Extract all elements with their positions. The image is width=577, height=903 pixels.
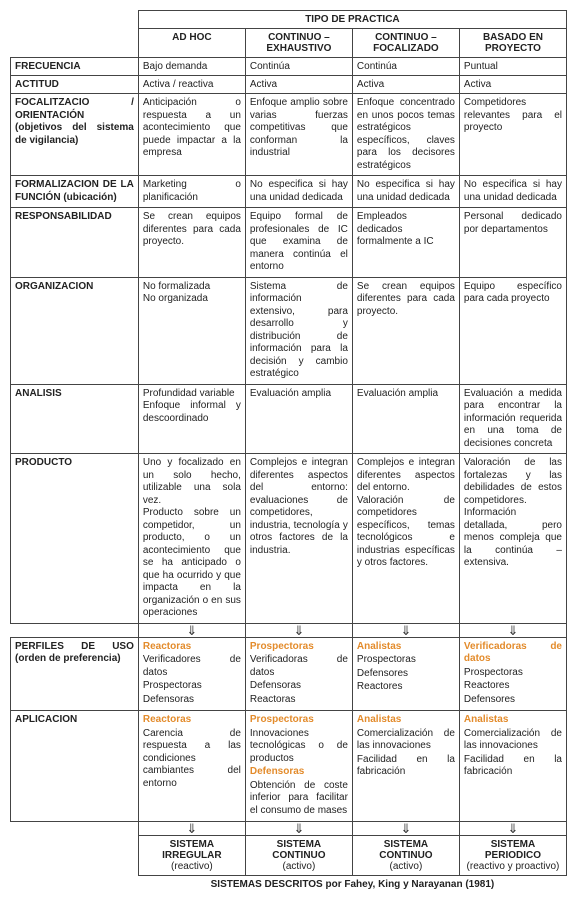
cell: No especifica si hay una unidad dedicada bbox=[459, 176, 566, 208]
col-proyecto: BASADO EN PROYECTO bbox=[459, 29, 566, 58]
cell: Se crean equipos diferentes para cada pr… bbox=[138, 208, 245, 278]
row-producto-label: PRODUCTO bbox=[11, 454, 139, 624]
row-perfiles-label: PERFILES DE USO (orden de preferencia) bbox=[11, 637, 139, 711]
row-aplicacion-label: APLICACION bbox=[11, 711, 139, 822]
cell: Enfoque concentrado en unos pocos temas … bbox=[352, 94, 459, 176]
cell: Profundidad variableEnfoque informal y d… bbox=[138, 384, 245, 454]
cell: Evaluación amplia bbox=[245, 384, 352, 454]
arrow-icon: ⇓ bbox=[245, 623, 352, 637]
cell: AnalistasComercialización de las innovac… bbox=[352, 711, 459, 822]
col-exhaustivo: CONTINUO – EXHAUSTIVO bbox=[245, 29, 352, 58]
cell: ProspectorasInnovaciones tecnológicas o … bbox=[245, 711, 352, 822]
row-formalizacion-label: FORMALIZACION DE LA FUNCIÓN (ubicación) bbox=[11, 176, 139, 208]
footer-caption: SISTEMAS DESCRITOS por Fahey, King y Nar… bbox=[138, 876, 566, 894]
row-frecuencia-label: FRECUENCIA bbox=[11, 58, 139, 76]
cell: ProspectorasVerificadoras de datosDefens… bbox=[245, 637, 352, 711]
cell: Puntual bbox=[459, 58, 566, 76]
cell: Evaluación amplia bbox=[352, 384, 459, 454]
col-focalizado: CONTINUO – FOCALIZADO bbox=[352, 29, 459, 58]
cell: Anticipación o respuesta a un acontecimi… bbox=[138, 94, 245, 176]
cell: No especifica si hay una unidad dedicada bbox=[352, 176, 459, 208]
cell: Complejos e integran diferentes aspectos… bbox=[245, 454, 352, 624]
cell: Empleados dedicados formalmente a IC bbox=[352, 208, 459, 278]
cell: Competidores relevantes para el proyecto bbox=[459, 94, 566, 176]
col-adhoc: AD HOC bbox=[138, 29, 245, 58]
header-tipo: TIPO DE PRACTICA bbox=[138, 11, 566, 29]
cell: Activa bbox=[459, 76, 566, 94]
cell: ReactorasVerificadores de datosProspecto… bbox=[138, 637, 245, 711]
cell: Complejos e integran diferentes aspectos… bbox=[352, 454, 459, 624]
cell: AnalistasComercialización de las innovac… bbox=[459, 711, 566, 822]
arrow-icon: ⇓ bbox=[138, 822, 245, 836]
system-cell: SISTEMA CONTINUO(activo) bbox=[352, 836, 459, 876]
row-organizacion-label: ORGANIZACION bbox=[11, 277, 139, 384]
cell: Equipo formal de profesionales de IC que… bbox=[245, 208, 352, 278]
row-focalitzacio-label: FOCALITZACIO / ORIENTACIÓN (objetivos de… bbox=[11, 94, 139, 176]
cell: Sistema de información extensivo, para d… bbox=[245, 277, 352, 384]
practice-table: TIPO DE PRACTICA AD HOC CONTINUO – EXHAU… bbox=[10, 10, 567, 893]
arrow-icon: ⇓ bbox=[459, 822, 566, 836]
system-cell: SISTEMA PERIODICO(reactivo y proactivo) bbox=[459, 836, 566, 876]
cell: Verificadoras de datosProspectorasReacto… bbox=[459, 637, 566, 711]
system-cell: SISTEMA CONTINUO(activo) bbox=[245, 836, 352, 876]
arrow-icon: ⇓ bbox=[245, 822, 352, 836]
cell: Se crean equipos diferentes para cada pr… bbox=[352, 277, 459, 384]
cell: Continúa bbox=[245, 58, 352, 76]
cell: No especifica si hay una unidad dedicada bbox=[245, 176, 352, 208]
cell: Equipo específico para cada proyecto bbox=[459, 277, 566, 384]
cell: Uno y focalizado en un solo hecho, utili… bbox=[138, 454, 245, 624]
arrow-icon: ⇓ bbox=[138, 623, 245, 637]
system-cell: SISTEMA IRREGULAR(reactivo) bbox=[138, 836, 245, 876]
cell: No formalizadaNo organizada bbox=[138, 277, 245, 384]
cell: Evaluación a medida para encontrar la in… bbox=[459, 384, 566, 454]
cell: Bajo demanda bbox=[138, 58, 245, 76]
cell: Activa bbox=[352, 76, 459, 94]
arrow-icon: ⇓ bbox=[459, 623, 566, 637]
row-responsabilidad-label: RESPONSABILIDAD bbox=[11, 208, 139, 278]
cell: Personal dedicado por departamentos bbox=[459, 208, 566, 278]
cell: Marketing o planificación bbox=[138, 176, 245, 208]
cell: Activa / reactiva bbox=[138, 76, 245, 94]
arrow-icon: ⇓ bbox=[352, 822, 459, 836]
row-analisis-label: ANALISIS bbox=[11, 384, 139, 454]
cell: Valoración de las fortalezas y las debil… bbox=[459, 454, 566, 624]
cell: Continúa bbox=[352, 58, 459, 76]
arrow-icon: ⇓ bbox=[352, 623, 459, 637]
cell: Enfoque amplio sobre varias fuerzas comp… bbox=[245, 94, 352, 176]
row-actitud-label: ACTITUD bbox=[11, 76, 139, 94]
cell: AnalistasProspectorasDefensoresReactores bbox=[352, 637, 459, 711]
cell: ReactorasCarencia de respuesta a las con… bbox=[138, 711, 245, 822]
cell: Activa bbox=[245, 76, 352, 94]
